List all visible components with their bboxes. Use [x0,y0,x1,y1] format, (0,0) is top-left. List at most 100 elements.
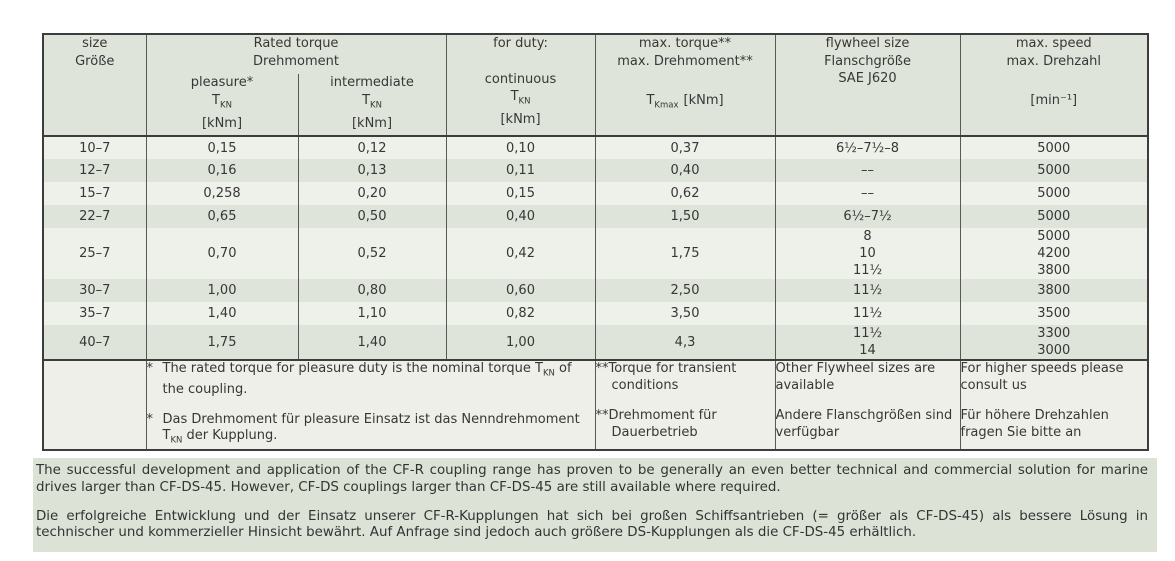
cell-speed: 5000 [959,159,1149,182]
header-intermediate: intermediate TKN [kNm] [297,74,447,137]
header-rated-torque: Rated torque Drehmoment [146,34,447,74]
cell-continuous: 0,42 [445,228,596,279]
header-flywheel-sae: SAE J620 [838,71,897,86]
footnote-star: * [146,411,153,427]
cell-max_torque: 4,3 [594,325,776,360]
cell-speed: 5000 [959,205,1149,228]
header-pleasure: pleasure* TKN [kNm] [146,74,298,137]
footnote-flywheel-de: Andere Flanschgrößen sind verfügbar [775,408,953,440]
cell-continuous: 0,60 [445,279,596,302]
table-row-40–7: 40–7 1,75 1,40 1,00 4,3 11½ 14 3300 3000 [43,325,1149,360]
footnote-star: * [146,361,153,376]
header-for-duty-label: for duty: [493,36,548,51]
table-row-22–7: 22–7 0,65 0,50 0,40 1,50 6½–7½ 5000 [43,205,1149,228]
footnote-rated-torque: * The rated torque for pleasure duty is … [145,358,596,451]
cell-continuous: 0,10 [445,136,596,159]
cell-size: 22–7 [79,209,111,224]
header-max-torque-de: max. Drehmoment** [617,53,753,69]
cell-max_torque: 0,37 [594,136,776,159]
cell-speed: 5000 4200 3800 [959,228,1149,279]
cell-pleasure: 0,258 [145,182,298,205]
cell-pleasure: 0,15 [145,136,298,159]
header-rated-torque-de: Drehmoment [253,53,339,69]
footnote-transient: **Torque for transient conditions **Dreh… [594,358,776,451]
cell-size: 25–7 [79,246,111,261]
footnote-speed: For higher speeds please consult us Für … [959,358,1149,451]
cell-size: 35–7 [79,306,111,321]
footnote-flywheel: Other Flywheel sizes are available Ander… [774,358,961,451]
cell-intermediate: 0,80 [297,279,447,302]
header-size: size Größe [43,34,147,137]
footnote-speed-de: Für höhere Drehzahlen fragen Sie bitte a… [960,408,1109,440]
cell-intermediate: 1,10 [297,302,447,325]
cell-continuous: 0,11 [445,159,596,182]
cell-size: 10–7 [79,140,111,156]
cell-flywheel: 11½ [774,279,961,302]
header-max-speed-unit: [min⁻¹] [1030,93,1078,108]
cell-pleasure: 0,16 [145,159,298,182]
coupling-spec-table: size Größe Rated torque Drehmoment for d… [42,33,1150,452]
cell-size: 12–7 [79,163,111,178]
cell-max_torque: 2,50 [594,279,776,302]
table-row-15–7: 15–7 0,258 0,20 0,15 0,62 –– 5000 [43,182,1149,205]
cell-pleasure: 1,40 [145,302,298,325]
cell-pleasure: 0,70 [145,228,298,279]
header-flywheel-en: flywheel size [825,36,910,51]
footnote-flywheel-en: Other Flywheel sizes are available [775,361,936,393]
cell-flywheel: 6½–7½–8 [774,136,961,159]
table-row-30–7: 30–7 1,00 0,80 0,60 2,50 11½ 3800 [43,279,1149,302]
header-max-speed-en: max. speed [1015,36,1092,51]
table-row-12–7: 12–7 0,16 0,13 0,11 0,40 –– 5000 [43,159,1149,182]
table-row-10–7: 10–7 0,15 0,12 0,10 0,37 6½–7½–8 5000 [43,136,1149,159]
table-row-25–7: 25–7 0,70 0,52 0,42 1,75 8 10 11½ 5000 4200 3800 [43,228,1149,279]
header-max-torque-symbol: TKmax [kNm] [646,93,724,111]
cell-intermediate: 0,52 [297,228,447,279]
header-size-de: Größe [75,53,115,69]
footnote-speed-en: For higher speeds please consult us [960,361,1124,393]
table-body: 10–7 0,15 0,12 0,10 0,37 6½–7½–8 5000 12–7 0,16 0… [43,136,1149,360]
cell-speed: 3300 3000 [959,325,1149,360]
footnote-transient-de: **Drehmoment für Dauerbetrieb [595,408,717,440]
cell-flywheel: –– [774,159,961,182]
header-for-duty-continuous: for duty: continuous TKN [kNm] [445,34,596,137]
header-pleasure-symbol: TKN [212,92,232,111]
footnote-transient-en: **Torque for transient conditions [595,361,737,393]
cell-intermediate: 0,50 [297,205,447,228]
header-intermediate-label: intermediate [330,75,414,90]
cell-pleasure: 1,75 [145,325,298,360]
header-continuous-unit: [kNm] [500,112,541,128]
cell-intermediate: 1,40 [297,325,447,360]
footnote-row: * The rated torque for pleasure duty is … [43,358,1149,451]
footnote-rated-de: * Das Drehmoment für pleasure Einsatz is… [147,412,595,450]
cell-max_torque: 0,62 [594,182,776,205]
cell-intermediate: 0,20 [297,182,447,205]
header-intermediate-unit: [kNm] [351,115,393,131]
table-header: size Größe Rated torque Drehmoment for d… [43,34,1149,137]
header-max-speed: max. speed max. Drehzahl [min⁻¹] [959,34,1149,137]
cell-pleasure: 1,00 [145,279,298,302]
cell-pleasure: 0,65 [145,205,298,228]
header-pleasure-label: pleasure* [190,75,254,90]
footnote-rated-en: * The rated torque for pleasure duty is … [146,361,595,399]
footnote-rated-de-text: Das Drehmoment für pleasure Einsatz ist … [162,411,580,446]
cell-intermediate: 0,12 [297,136,447,159]
cell-size: 30–7 [79,283,111,298]
cell-max_torque: 3,50 [594,302,776,325]
cell-size: 40–7 [79,334,111,350]
cell-continuous: 1,00 [445,325,596,360]
cell-speed: 3800 [959,279,1149,302]
table-row-35–7: 35–7 1,40 1,10 0,82 3,50 11½ 3500 [43,302,1149,325]
footnote-empty-cell [43,358,146,451]
cell-flywheel: 11½ [774,302,961,325]
header-rated-torque-en: Rated torque [253,36,339,51]
header-pleasure-unit: [kNm] [201,115,243,131]
footnote-rated-en-text: The rated torque for pleasure duty is th… [162,361,572,398]
header-max-torque: max. torque** max. Drehmoment** TKmax [kN… [594,34,776,137]
cell-flywheel: 6½–7½ [774,205,961,228]
header-flywheel: flywheel size Flanschgröße SAE J620 [774,34,961,137]
bottom-note: The successful development and applicati… [33,458,1157,553]
header-max-speed-de: max. Drehzahl [1006,53,1102,69]
table-footnotes: * The rated torque for pleasure duty is … [43,358,1149,451]
header-max-torque-en: max. torque** [638,36,732,51]
